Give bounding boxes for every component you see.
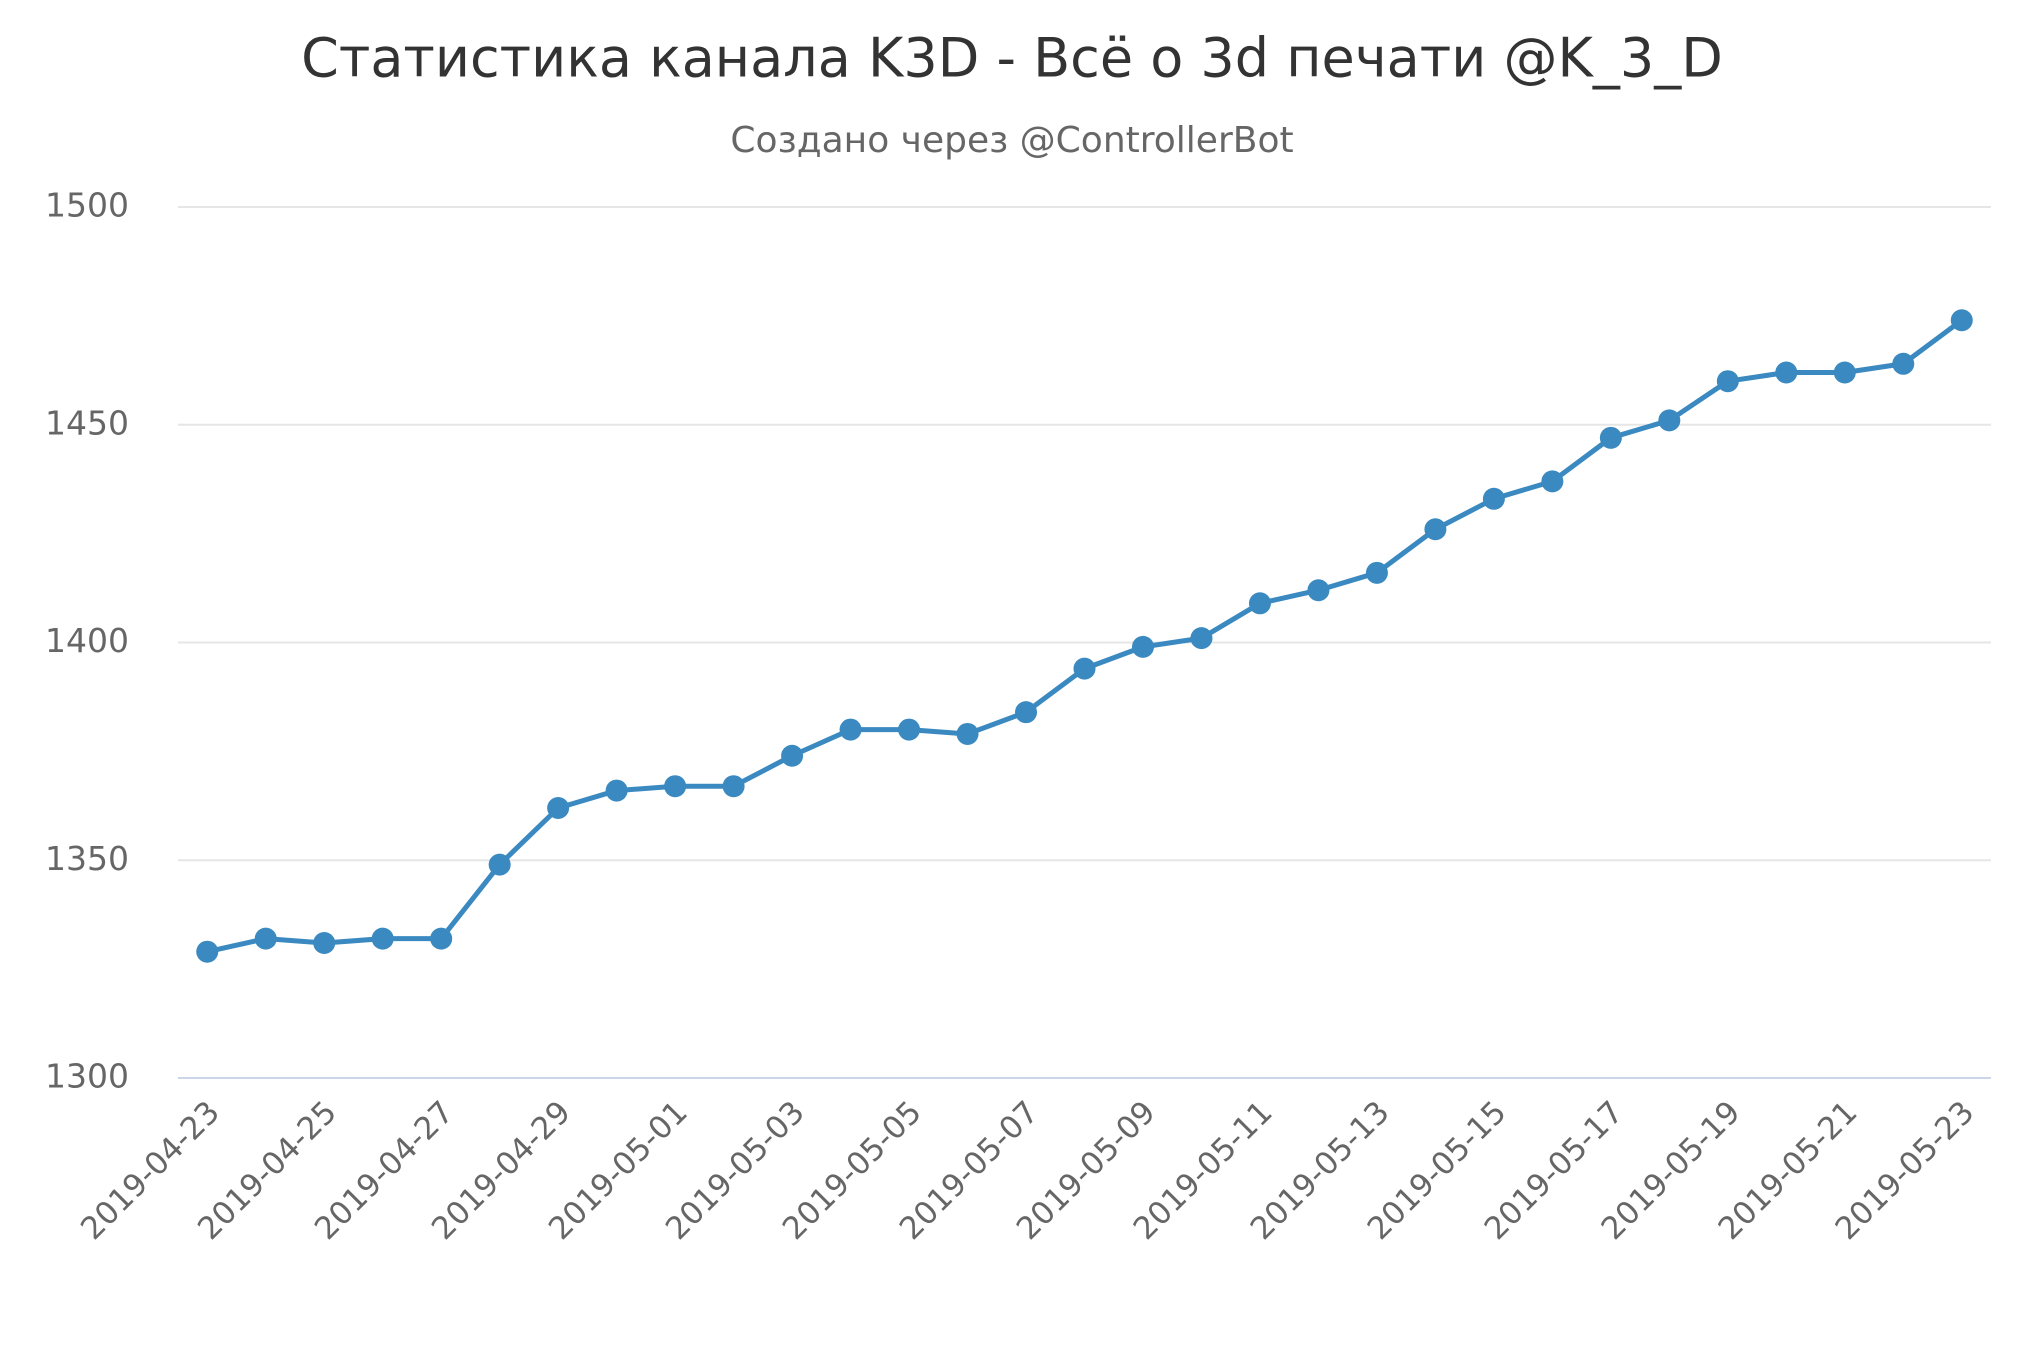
marker: [547, 796, 570, 819]
marker: [1307, 579, 1330, 602]
marker: [1424, 518, 1447, 541]
y-tick-label: 1350: [45, 839, 129, 878]
marker: [1892, 352, 1915, 375]
marker: [1541, 470, 1564, 493]
marker: [898, 718, 921, 741]
marker: [430, 927, 453, 950]
marker: [781, 744, 804, 767]
y-tick-label: 1500: [45, 186, 129, 225]
marker: [1599, 426, 1622, 449]
marker: [1775, 361, 1798, 384]
y-tick-label: 1300: [45, 1057, 129, 1096]
marker: [1073, 657, 1096, 680]
chart-title: Статистика канала K3D - Всё о 3d печати …: [301, 27, 1723, 90]
marker: [605, 779, 628, 802]
marker: [1716, 370, 1739, 393]
marker: [722, 775, 745, 798]
marker: [839, 718, 862, 741]
marker: [488, 853, 511, 876]
marker: [956, 722, 979, 745]
marker: [1365, 561, 1388, 584]
marker: [1190, 627, 1213, 650]
marker: [1950, 309, 1973, 332]
marker: [254, 927, 277, 950]
chart-subtitle: Создано через @ControllerBot: [730, 120, 1293, 161]
marker: [1833, 361, 1856, 384]
marker: [371, 927, 394, 950]
marker: [1015, 701, 1038, 724]
marker: [1482, 487, 1505, 510]
y-tick-label: 1400: [45, 621, 129, 660]
line: [206, 318, 1964, 955]
marker: [1658, 409, 1681, 432]
marker: [196, 940, 219, 963]
marker: [1131, 635, 1154, 658]
y-tick-label: 1450: [45, 403, 129, 442]
marker: [313, 931, 336, 954]
marker: [664, 775, 687, 798]
marker: [1248, 592, 1271, 615]
